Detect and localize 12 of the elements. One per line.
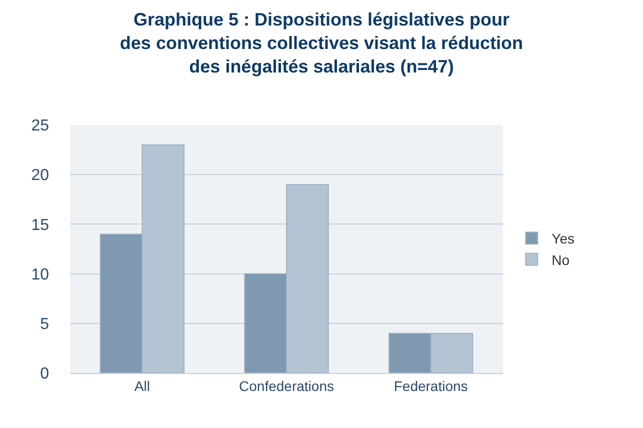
y-tick-label: 0 <box>40 366 50 383</box>
y-tick-label: 20 <box>31 167 50 184</box>
legend-label: No <box>552 252 570 268</box>
x-tick-label: Federations <box>394 378 468 394</box>
x-tick-label: All <box>134 378 150 394</box>
y-tick-label: 15 <box>31 216 50 234</box>
x-tick-label: Confederations <box>239 378 334 394</box>
chart-title: Graphique 5 : Dispositions législatives pour des conventions collectives visant la réduction des inégalités salariales (n=47) <box>120 10 524 76</box>
y-tick-label: 25 <box>31 118 50 135</box>
y-tick-label: 10 <box>31 266 50 284</box>
legend-label: Yes <box>552 230 575 247</box>
y-tick-label: 5 <box>40 316 50 333</box>
